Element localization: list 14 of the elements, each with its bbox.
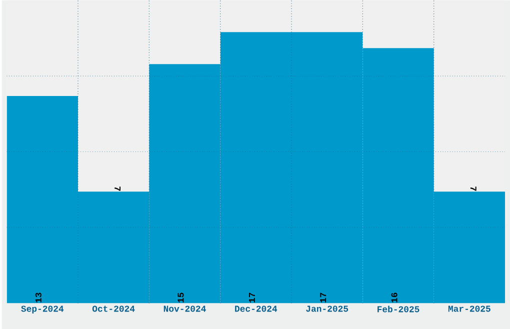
data-label: 15 — [178, 292, 184, 302]
data-label: 17 — [248, 292, 255, 302]
x-tick-label: Sep-2024 — [21, 306, 64, 314]
x-tick-label: Feb-2025 — [378, 306, 420, 312]
data-label: 13 — [35, 292, 42, 302]
data-label: 7 — [114, 186, 120, 191]
x-tick-label: Dec-2024 — [235, 306, 278, 312]
x-tick-label: Oct-2024 — [92, 306, 135, 312]
x-tick-label: Mar-2025 — [448, 306, 490, 312]
x-tick-label: Jan-2025 — [306, 306, 348, 312]
x-tick-label: Nov-2024 — [164, 306, 206, 312]
data-label: 7 — [470, 186, 476, 191]
data-label: 17 — [320, 292, 326, 302]
data-label: 16 — [391, 292, 398, 302]
